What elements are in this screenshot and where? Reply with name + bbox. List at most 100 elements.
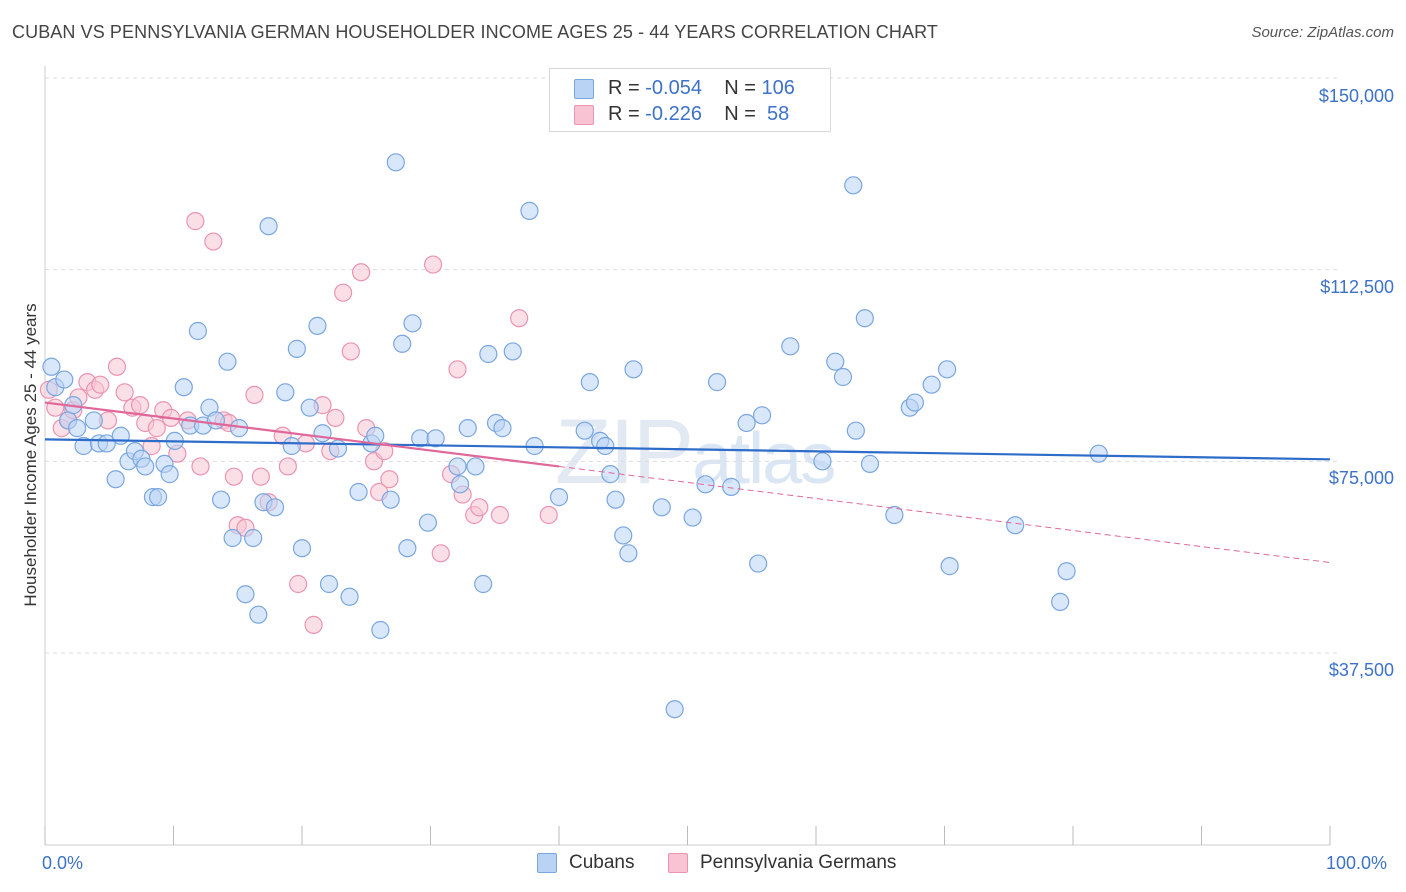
cubans-point-77 — [614, 526, 633, 545]
cubans-point-103 — [1051, 592, 1070, 611]
cubans-point-31 — [236, 585, 255, 604]
pa-germans-point-11 — [115, 383, 134, 402]
pa-germans-point-40 — [334, 283, 353, 302]
cubans-point-84 — [722, 477, 741, 496]
cubans-point-101 — [940, 557, 959, 576]
source-credit: Source: ZipAtlas.com — [1251, 24, 1394, 41]
pa-germans-point-54 — [470, 498, 489, 517]
pa-germans-trend-line — [44, 401, 560, 468]
cubans-point-50 — [371, 620, 390, 640]
cubans-point-41 — [300, 398, 319, 417]
cubans-point-35 — [259, 217, 278, 236]
cubans-point-28 — [218, 352, 237, 371]
stats-legend-row-pa-germans: R = -0.226 N = 58 — [574, 101, 789, 127]
cubans-point-76 — [606, 490, 625, 509]
pa-germans-point-22 — [191, 457, 210, 476]
pa-germans-point-36 — [304, 615, 323, 634]
pa-germans-point-29 — [245, 385, 264, 404]
cubans-point-105 — [1089, 444, 1108, 463]
cubans-point-79 — [624, 360, 643, 379]
cubans-point-61 — [458, 419, 477, 438]
cubans-point-74 — [596, 436, 615, 456]
cubans-point-83 — [707, 373, 727, 392]
cubans-point-91 — [833, 367, 853, 387]
y-tick-label-75000: $75,000 — [1328, 468, 1394, 488]
cubans-point-66 — [493, 419, 512, 438]
cubans-point-11 — [111, 426, 130, 445]
cubans-point-86 — [749, 554, 768, 573]
cubans-point-19 — [160, 465, 179, 484]
cubans-point-58 — [426, 429, 445, 448]
cubans-point-71 — [575, 421, 594, 440]
pa-germans-point-10 — [107, 357, 127, 376]
cubans-point-44 — [319, 574, 339, 594]
chart-title: CUBAN VS PENNSYLVANIA GERMAN HOUSEHOLDER… — [12, 22, 938, 42]
pa-germans-point-8 — [91, 375, 110, 394]
stats-legend-row-cubans: R = -0.054 N = 106 — [574, 75, 795, 101]
cubans-point-104 — [1057, 562, 1076, 581]
pa-germans-point-57 — [539, 505, 558, 525]
stats-legend: R = -0.054 N = 106 R = -0.226 N = 58 — [549, 68, 831, 132]
cubans-point-10 — [106, 470, 125, 489]
cubans-point-92 — [844, 176, 863, 195]
pa-germans-point-49 — [431, 544, 450, 563]
cubans-point-62 — [466, 457, 485, 476]
pa-germans-point-21 — [186, 212, 205, 231]
cubans-point-59 — [448, 457, 467, 476]
cubans-n-value: 106 — [761, 77, 795, 99]
cubans-point-78 — [619, 544, 638, 563]
cubans-point-51 — [381, 490, 400, 509]
cubans-point-0 — [42, 357, 61, 376]
cubans-point-94 — [855, 309, 874, 328]
pa-germans-point-47 — [380, 470, 399, 489]
y-tick-label-112500: $112,500 — [1320, 277, 1394, 297]
pa-n-value: 58 — [761, 103, 790, 125]
cubans-point-67 — [503, 342, 522, 361]
cubans-point-37 — [276, 383, 295, 402]
cubans-point-72 — [580, 373, 599, 392]
pa-germans-point-42 — [352, 263, 371, 282]
cubans-point-2 — [55, 370, 74, 389]
cubans-point-54 — [398, 539, 417, 558]
cubans-point-43 — [313, 424, 332, 443]
cubans-point-7 — [84, 411, 103, 430]
pa-germans-point-55 — [490, 505, 509, 525]
cubans-point-68 — [520, 201, 539, 220]
cubans-point-36 — [265, 498, 285, 517]
cubans-point-33 — [249, 605, 268, 624]
cubans-point-55 — [403, 314, 422, 333]
cubans-point-70 — [549, 488, 569, 507]
cubans-point-88 — [781, 337, 800, 356]
cubans-point-42 — [308, 316, 327, 335]
pa-germans-point-26 — [224, 467, 243, 486]
cubans-point-57 — [418, 513, 438, 532]
cubans-point-17 — [148, 488, 168, 507]
cubans-point-27 — [211, 490, 231, 509]
cubans-point-32 — [244, 528, 263, 548]
pa-germans-trend-extrapolated — [558, 465, 1331, 564]
pa-germans-point-51 — [448, 360, 467, 379]
cubans-point-26 — [206, 411, 226, 430]
cubans-point-53 — [393, 334, 412, 353]
pa-germans-legend-label: Pennsylvania Germans — [700, 852, 897, 873]
cubans-legend-label: Cubans — [569, 852, 635, 873]
y-tick-label-150000: $150,000 — [1318, 86, 1394, 106]
watermark-atlas: atlas — [692, 419, 836, 499]
cubans-point-82 — [696, 475, 715, 494]
pa-r-value: -0.226 — [645, 103, 702, 125]
cubans-point-80 — [652, 498, 671, 517]
x-tick-label-min: 0.0% — [42, 853, 84, 873]
cubans-point-45 — [328, 439, 348, 458]
cubans-point-46 — [340, 587, 359, 606]
pa-germans-point-39 — [326, 408, 345, 427]
x-tick-label-max: 100.0% — [1326, 853, 1388, 873]
cubans-point-49 — [366, 426, 385, 445]
cubans-point-5 — [68, 419, 87, 438]
cubans-point-63 — [474, 574, 493, 594]
pa-germans-legend-swatch — [668, 853, 688, 873]
cubans-point-90 — [826, 352, 845, 371]
cubans-point-98 — [905, 393, 925, 412]
pa-germans-point-41 — [341, 342, 360, 361]
cubans-n-label: N = — [724, 77, 762, 99]
